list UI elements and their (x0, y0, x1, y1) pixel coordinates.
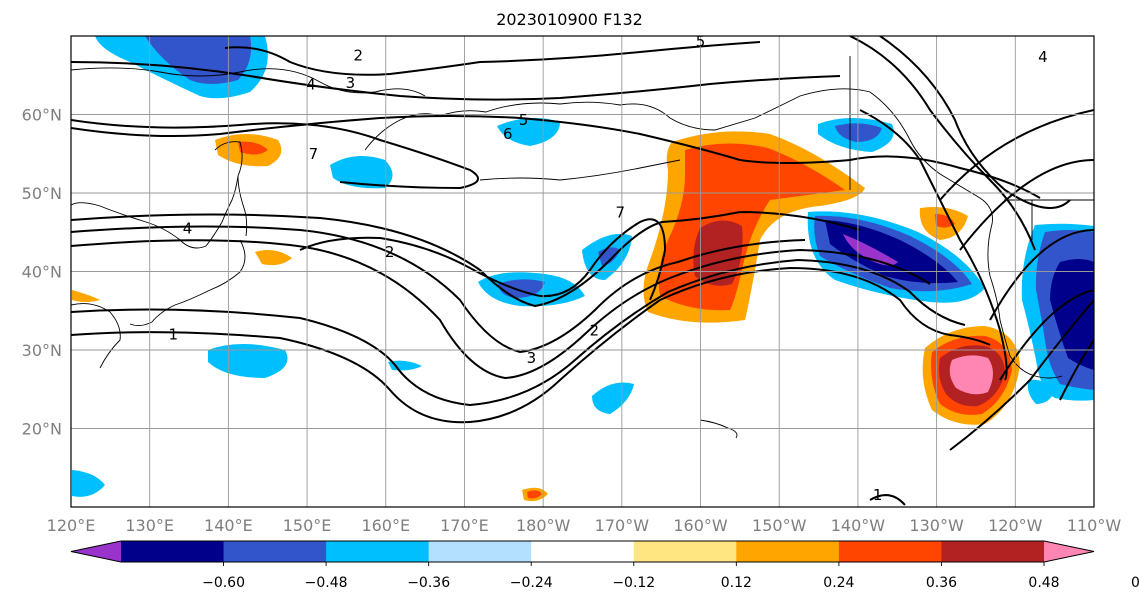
contour-label: 7 (309, 145, 319, 163)
colorbar-segment (941, 541, 1045, 562)
longitude-tick-label: 150°E (283, 516, 332, 535)
longitude-tick-label: 140°W (831, 516, 886, 535)
colorbar-segment (223, 541, 327, 562)
contour-label: 2 (353, 47, 363, 65)
map-title: 2023010900 F132 (496, 10, 643, 29)
map-frame (70, 35, 1095, 508)
latitude-tick-label: 20°N (22, 420, 62, 439)
colorbar-tick-label: 0.36 (926, 575, 957, 591)
colorbar-tick-label: −0.36 (407, 575, 450, 591)
colorbar-segment (326, 541, 430, 562)
colorbar-segment (428, 541, 532, 562)
longitude-tick-label: 130°W (909, 516, 964, 535)
colorbar: −0.60 −0.48 −0.36 −0.24 −0.12 0.12 0.24 0.36 0.4… (70, 540, 1139, 591)
latitude-tick-label: 60°N (22, 106, 62, 125)
colorbar-tick-label: 0.60 (1131, 575, 1139, 591)
longitude-tick-label: 130°E (125, 516, 174, 535)
contour-label: 3 (527, 349, 537, 367)
colorbar-outline (70, 540, 1095, 563)
contour-label: 1 (873, 486, 883, 504)
colorbar-segment (633, 541, 737, 562)
shaded-field (72, 36, 1094, 502)
contour-label: 5 (519, 111, 529, 129)
contour-label: 4 (183, 219, 193, 237)
longitude-tick-label: 170°W (595, 516, 650, 535)
longitude-tick-label: 160°W (673, 516, 728, 535)
latitude-tick-label: 50°N (22, 184, 62, 203)
contour-lines (71, 36, 1094, 506)
contour-label: 4 (1038, 48, 1048, 66)
contour-label: 2 (385, 243, 395, 261)
colorbar-tick-label: −0.12 (612, 575, 655, 591)
colorbar-tick-label: −0.48 (305, 575, 348, 591)
colorbar-extend-min (71, 541, 121, 562)
colorbar-segment (121, 541, 225, 562)
latitude-tick-label: 30°N (22, 341, 62, 360)
contour-label: 5 (696, 32, 706, 50)
colorbar-extend-max (1044, 541, 1094, 562)
latitude-axis: 20°N 30°N 40°N 50°N 60°N (22, 106, 62, 439)
gridlines (71, 36, 1094, 507)
longitude-tick-label: 110°W (1067, 516, 1122, 535)
longitude-tick-label: 140°E (204, 516, 253, 535)
colorbar-tick-label: 0.12 (721, 575, 752, 591)
longitude-tick-label: 160°E (361, 516, 410, 535)
colorbar-tick-label: −0.60 (202, 575, 245, 591)
longitude-tick-label: 180°W (516, 516, 571, 535)
contour-label: 1 (169, 325, 179, 343)
longitude-tick-label: 120°W (988, 516, 1043, 535)
colorbar-tick-label: 0.24 (823, 575, 854, 591)
longitude-axis: 120°E 130°E 140°E 150°E 160°E 170°E 180°W 170°W… (47, 516, 1122, 535)
contour-label: 2 (590, 321, 600, 339)
longitude-tick-label: 120°E (47, 516, 96, 535)
colorbar-segment (736, 541, 840, 562)
colorbar-segment (531, 541, 635, 562)
contour-label: 7 (615, 204, 625, 222)
colorbar-tick-label: −0.24 (510, 575, 553, 591)
longitude-tick-label: 170°E (440, 516, 489, 535)
contour-label: 6 (503, 125, 513, 143)
longitude-tick-label: 150°W (752, 516, 807, 535)
contour-label: 4 (306, 76, 316, 94)
colorbar-segment (838, 541, 942, 562)
contour-label: 3 (346, 74, 356, 92)
colorbar-tick-label: 0.48 (1028, 575, 1059, 591)
latitude-tick-label: 40°N (22, 263, 62, 282)
